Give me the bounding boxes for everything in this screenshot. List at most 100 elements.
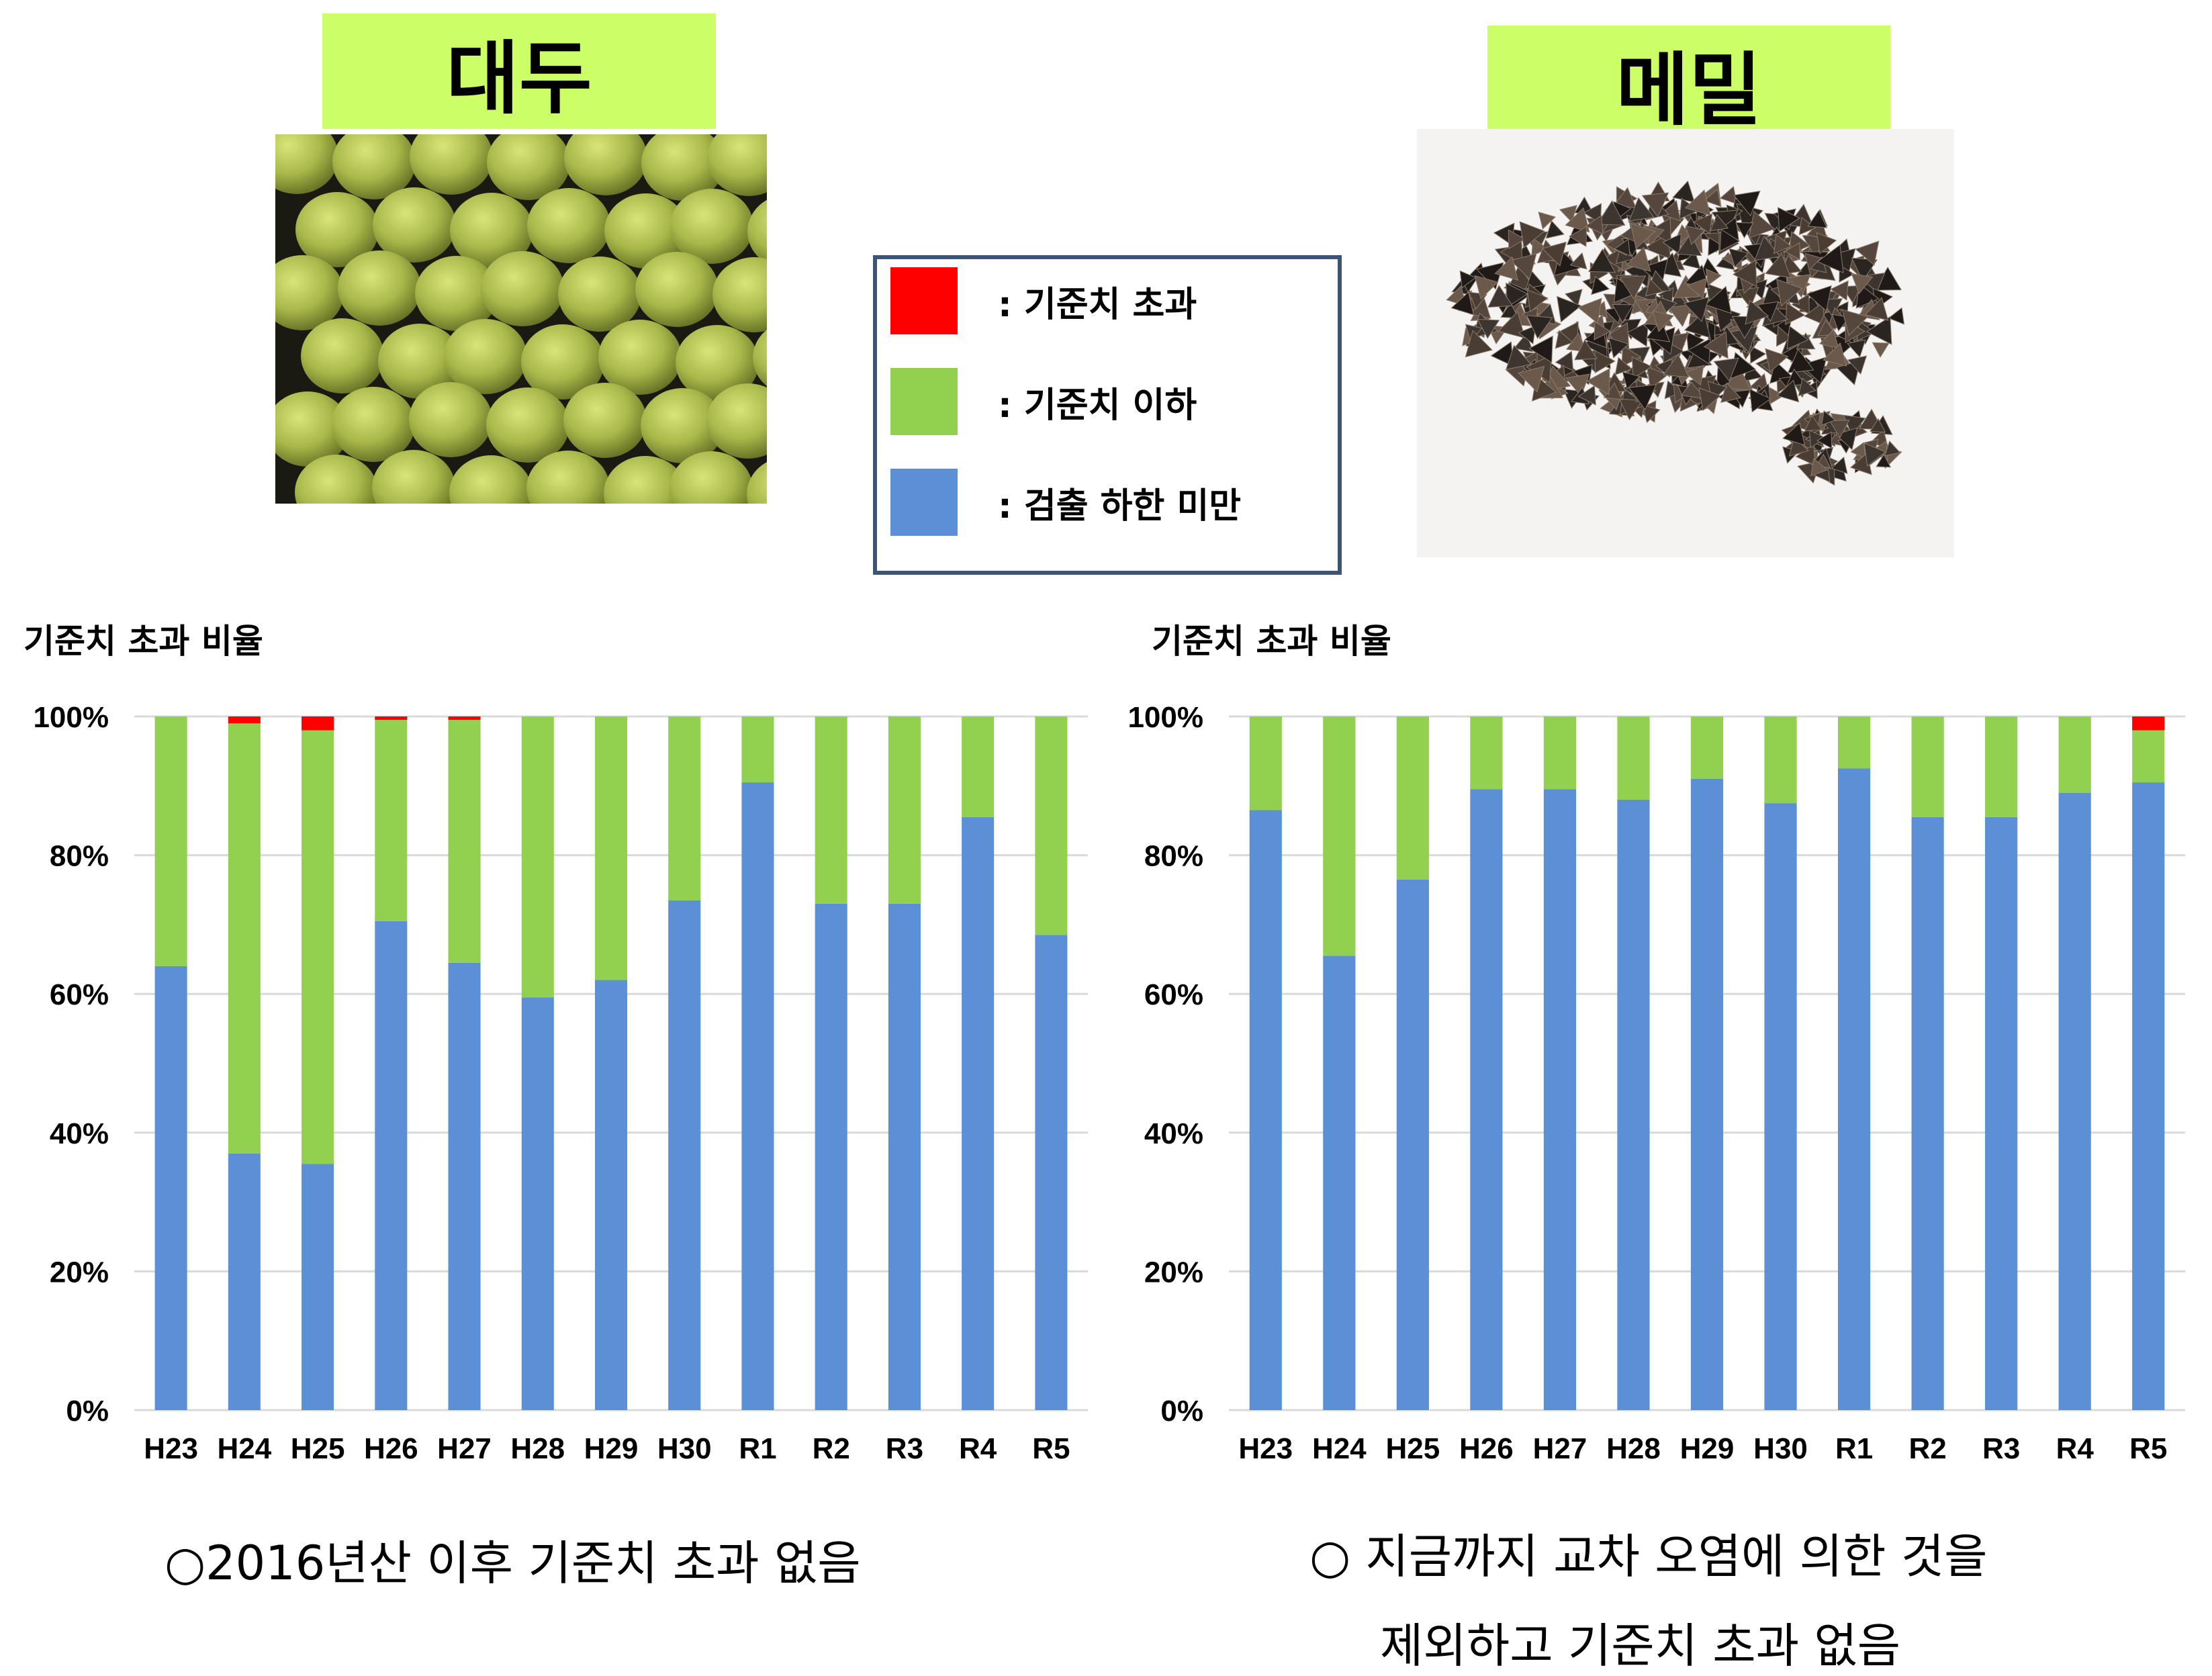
legend-swatch-blue <box>890 469 958 536</box>
buckwheat-groat <box>1798 377 1816 397</box>
buckwheat-groat <box>1784 242 1800 261</box>
bar-segment-r5 <box>1035 935 1068 1410</box>
soybean-bean <box>670 451 753 504</box>
buckwheat-groat <box>1474 275 1499 300</box>
x-tick-label: H27 <box>1533 1432 1587 1465</box>
bar-segment-r1 <box>1837 768 1871 1410</box>
bar-segment-h27 <box>448 962 481 1410</box>
buckwheat-groat <box>1585 214 1604 235</box>
bar-segment-h29 <box>1690 778 1724 1410</box>
bar-segment-r1 <box>1837 716 1871 769</box>
buckwheat-groat <box>1693 213 1713 235</box>
buckwheat-groat <box>1577 385 1596 406</box>
buckwheat-groat <box>1686 277 1707 299</box>
buckwheat-groat <box>1477 318 1500 339</box>
buckwheat-groat <box>1719 228 1741 252</box>
bar-segment-h27 <box>448 720 481 963</box>
bar-segment-r2 <box>1911 716 1944 817</box>
buckwheat-groat <box>1704 285 1732 314</box>
buckwheat-groat <box>1804 414 1823 432</box>
soybean-bean <box>378 324 461 399</box>
legend-label-undetected: : 검출 하한 미만 <box>998 485 1242 526</box>
bar-segment-h30 <box>668 900 701 1410</box>
buckwheat-groat <box>1698 387 1722 412</box>
buckwheat-groat <box>1830 280 1849 301</box>
right-caption-line1: ○ 지금까지 교차 오염에 의한 것을 <box>1309 1529 1988 1584</box>
buckwheat-groat <box>1663 353 1690 378</box>
buckwheat-groat <box>1791 293 1810 315</box>
buckwheat-groat <box>1645 319 1671 342</box>
buckwheat-groat <box>1685 225 1706 245</box>
soybean-bean <box>450 193 533 268</box>
buckwheat-groat <box>1804 301 1826 326</box>
x-tick-label: R1 <box>1835 1432 1873 1465</box>
soybean-bean <box>753 330 767 386</box>
buckwheat-groat <box>1641 192 1669 218</box>
buckwheat-groat <box>1841 309 1869 336</box>
soybean-bean <box>275 391 349 467</box>
bar-segment-h25 <box>302 730 334 1164</box>
legend-item-undetected: : 검출 하한 미만 <box>890 469 1241 536</box>
x-tick-label: R4 <box>2056 1432 2094 1465</box>
x-tick-label: H24 <box>1312 1432 1367 1465</box>
soybean-bean <box>527 188 610 263</box>
buckwheat-groat <box>1745 299 1769 325</box>
x-tick-label: R5 <box>2129 1432 2167 1465</box>
buckwheat-groat <box>1518 365 1545 393</box>
bar-segment-r2 <box>815 716 847 904</box>
y-tick-label: 80% <box>50 840 109 873</box>
x-tick-label: H28 <box>1606 1432 1661 1465</box>
buckwheat-groat <box>1785 302 1806 326</box>
y-tick-label: 100% <box>1127 701 1203 734</box>
buckwheat-groat <box>1565 373 1590 398</box>
buckwheat-groat <box>1863 443 1886 467</box>
buckwheat-groat <box>1568 226 1587 247</box>
buckwheat-groat <box>1612 304 1634 324</box>
left-chart-heading: 기준치 초과 비율 <box>24 622 263 661</box>
buckwheat-groat <box>1628 197 1655 222</box>
x-tick-label: R3 <box>1982 1432 2020 1465</box>
bar-segment-h26 <box>375 921 408 1410</box>
y-tick-label: 60% <box>1144 978 1203 1011</box>
bar-segment-h24 <box>228 723 261 1154</box>
soybean-bean <box>676 325 759 400</box>
buckwheat-groat <box>1662 233 1682 254</box>
bar-segment-h30 <box>1764 803 1797 1410</box>
buckwheat-groat <box>1847 339 1866 358</box>
buckwheat-groat <box>1510 252 1537 280</box>
buckwheat-groat <box>1525 271 1545 289</box>
x-tick-label: H26 <box>1459 1432 1514 1465</box>
buckwheat-groat <box>1818 329 1839 349</box>
buckwheat-groat <box>1706 268 1722 286</box>
bar-segment-r4 <box>2058 716 2091 793</box>
soybean-chart: 0% 20% 40% 60% 80% 100% H23 H24 H25 H26 H27 H28 H29 H… <box>33 701 1088 1465</box>
buckwheat-groat <box>1765 252 1792 279</box>
x-tick-label: R3 <box>886 1432 923 1465</box>
buckwheat-groat <box>1729 248 1749 268</box>
buckwheat-groat <box>1732 259 1757 287</box>
bar-segment-r2 <box>1911 817 1944 1410</box>
buckwheat-groat <box>1773 234 1792 254</box>
buckwheat-groat <box>1459 270 1477 289</box>
soybean-bean <box>373 187 456 263</box>
buckwheat-image <box>1417 129 1954 557</box>
soybean-bean <box>415 256 498 331</box>
buckwheat-groat <box>1574 339 1598 361</box>
buckwheat-groat <box>1876 454 1892 468</box>
buckwheat-groat <box>1667 304 1693 328</box>
buckwheat-groat <box>1687 338 1711 365</box>
bar-segment-h23 <box>1249 716 1282 810</box>
buckwheat-groat <box>1541 241 1567 267</box>
buckwheat-groat <box>1777 207 1800 232</box>
legend: : 기준치 초과 : 기준치 이하 : 검출 하한 미만 <box>873 255 1342 575</box>
legend-label-over: : 기준치 초과 <box>998 284 1197 325</box>
bar-segment-r5 <box>1035 716 1068 935</box>
buckwheat-groat <box>1618 398 1643 420</box>
y-tick-label: 0% <box>66 1395 109 1428</box>
buckwheat-groat <box>1545 220 1565 239</box>
y-tick-label: 60% <box>50 978 109 1011</box>
buckwheat-groat <box>1703 331 1729 359</box>
bar-segment-h26 <box>375 720 408 921</box>
buckwheat-groat <box>1816 232 1837 254</box>
buckwheat-groat <box>1626 246 1651 272</box>
